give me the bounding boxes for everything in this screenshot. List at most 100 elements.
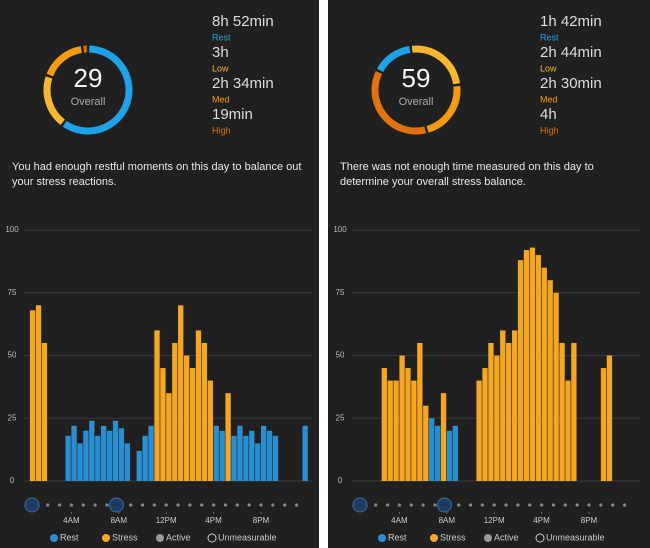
bar [41, 342, 48, 481]
y-tick-label: 100 [5, 225, 19, 234]
bar [411, 380, 417, 481]
bar [106, 430, 113, 481]
alarm-icon [108, 497, 124, 513]
bar [189, 368, 196, 481]
duration-label: Rest [540, 32, 559, 42]
timeline-dot [235, 503, 239, 507]
bar [482, 368, 488, 481]
bar [77, 443, 83, 481]
timeline-dot [81, 503, 85, 507]
legend-marker [535, 533, 545, 543]
bar [154, 330, 160, 481]
bar [417, 342, 423, 481]
message: You had enough restful moments on this d… [12, 161, 302, 188]
bar [606, 355, 613, 481]
message-box: You had enough restful moments on this d… [12, 161, 302, 188]
timeline-dot [140, 503, 145, 507]
bar [565, 380, 571, 481]
score: 59 [402, 63, 431, 93]
bar [166, 393, 172, 481]
bar [35, 305, 42, 481]
bar [95, 435, 101, 481]
bar [237, 425, 243, 481]
bar [440, 393, 447, 481]
bar [142, 435, 148, 481]
timeline-dot [176, 503, 180, 507]
bar [89, 420, 95, 481]
sleep-icon [24, 497, 40, 513]
bar [517, 260, 524, 481]
y-tick-label: 0 [338, 476, 343, 485]
ring-segment [376, 46, 411, 73]
legend-label: Unmeasurable [546, 532, 605, 542]
bar [541, 267, 547, 481]
legend-label: Stress [440, 532, 466, 542]
timeline-dot [200, 503, 204, 507]
timeline-dot [164, 503, 168, 507]
y-tick-label: 50 [336, 351, 345, 360]
bar [393, 380, 399, 481]
duration: 2h 30min [540, 75, 602, 92]
timeline-dot [611, 503, 615, 507]
bar [523, 250, 530, 481]
timeline-dot [587, 503, 591, 507]
bar [571, 342, 577, 481]
timeline-dot [294, 503, 299, 507]
timeline-dot [223, 503, 228, 507]
bar [423, 405, 429, 481]
bar [500, 330, 506, 481]
sleep-icon [352, 497, 368, 513]
x-tick-label: 4PM [533, 516, 550, 525]
y-tick-label: 75 [8, 288, 17, 297]
timeline-dot [129, 503, 133, 507]
legend-marker [50, 534, 58, 542]
bar [399, 355, 405, 481]
ring-segment [371, 70, 426, 135]
score-label: Overall [71, 96, 106, 108]
legend-label: Active [494, 532, 519, 542]
ring-segment [62, 45, 133, 135]
bar [255, 443, 261, 481]
duration-label: Med [212, 94, 230, 104]
y-tick-label: 0 [10, 476, 15, 485]
legend-label: Unmeasurable [218, 532, 277, 542]
ring-segment [43, 76, 65, 126]
bar [249, 430, 255, 481]
timeline-dot [409, 503, 413, 507]
legend-marker [378, 534, 386, 542]
timeline-dot [480, 503, 484, 507]
bar [183, 355, 190, 481]
legend-marker [102, 534, 110, 542]
bar [219, 430, 225, 481]
timeline-dot [46, 503, 50, 507]
y-tick-label: 25 [336, 413, 345, 422]
ring-segment [426, 85, 461, 133]
bar [83, 430, 89, 481]
y-tick-label: 25 [8, 413, 17, 422]
bar [446, 430, 453, 481]
duration: 2h 44min [540, 44, 602, 61]
message: There was not enough time measured on th… [340, 161, 594, 188]
bar [387, 380, 393, 481]
timeline-dot [212, 503, 216, 507]
timeline-dot [516, 503, 520, 507]
bar [511, 330, 518, 481]
timeline-dot [271, 503, 275, 507]
score-label: Overall [399, 96, 434, 108]
bar [381, 368, 387, 481]
duration-label: High [540, 125, 559, 135]
y-tick-label: 100 [333, 225, 347, 234]
timeline-dot [259, 503, 263, 507]
bar [600, 368, 607, 481]
timeline-dot [492, 503, 496, 507]
timeline-dot [563, 503, 567, 507]
legend-label: Stress [112, 532, 138, 542]
x-tick-label: 8AM [439, 516, 456, 525]
y-tick-label: 75 [336, 288, 345, 297]
legend-label: Active [166, 532, 191, 542]
bar [29, 310, 36, 481]
bar [65, 435, 71, 481]
bar [124, 443, 131, 481]
legend-label: Rest [60, 532, 79, 542]
